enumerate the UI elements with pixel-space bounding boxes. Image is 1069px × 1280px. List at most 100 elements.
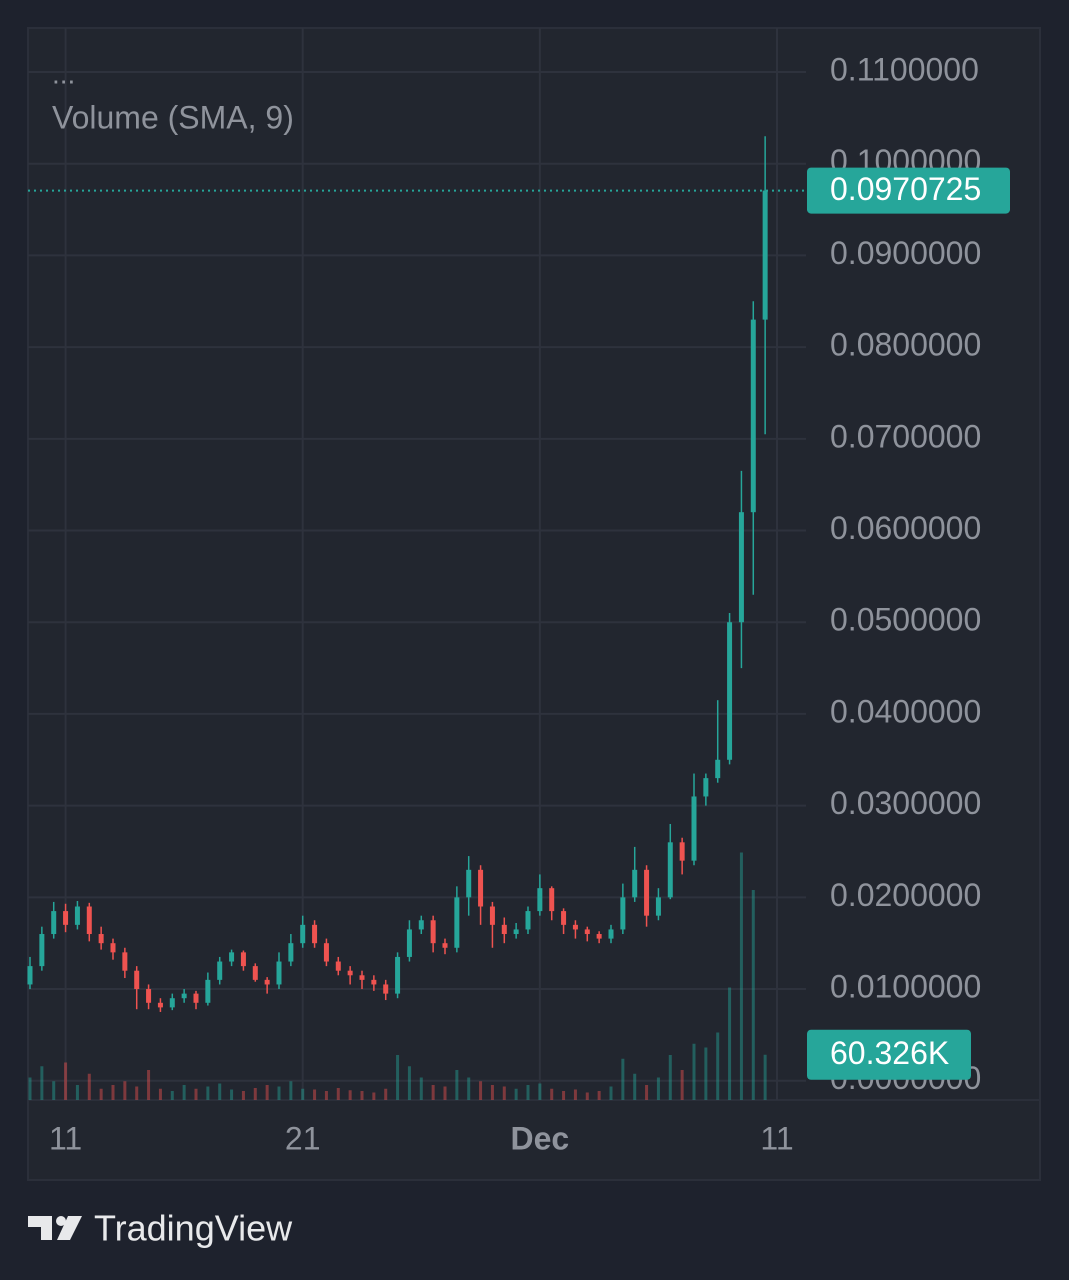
volume-bar <box>289 1081 293 1100</box>
candle-body <box>276 961 282 985</box>
y-tick-label: 0.0300000 <box>830 785 981 821</box>
volume-badge <box>807 1029 971 1080</box>
volume-bar <box>573 1089 577 1100</box>
candle-body <box>146 989 152 1003</box>
price-badge <box>807 167 1010 214</box>
volume-bar <box>633 1073 637 1100</box>
volume-bar <box>40 1066 44 1100</box>
legend-more[interactable]: ... <box>52 58 75 89</box>
candle-body <box>406 929 412 957</box>
brand-text: TradingView <box>94 1208 293 1249</box>
candle-body <box>561 911 567 925</box>
candle-body <box>703 778 709 797</box>
candle-body <box>157 1002 163 1008</box>
volume-bar <box>75 1085 79 1100</box>
volume-bar <box>490 1085 494 1100</box>
volume-bar <box>550 1088 554 1100</box>
candle-body <box>762 190 768 320</box>
volume-bar <box>218 1083 222 1100</box>
chart-panel <box>27 27 1041 1181</box>
candle-body <box>572 924 578 930</box>
volume-bar <box>645 1085 649 1100</box>
volume-bar <box>87 1073 91 1100</box>
y-tick-label: 0.0600000 <box>830 510 981 546</box>
y-tick-label: 0.0500000 <box>830 602 981 638</box>
volume-bar <box>407 1066 411 1100</box>
y-tick-label: 0.0700000 <box>830 418 981 454</box>
candle-body <box>750 319 756 513</box>
candle-body <box>181 993 187 999</box>
volume-bar <box>206 1086 210 1100</box>
candle-body <box>288 943 294 962</box>
candle-body <box>478 869 484 907</box>
candle-body <box>240 952 246 967</box>
volume-bar <box>230 1089 234 1100</box>
volume-bar <box>99 1088 103 1100</box>
candle-body <box>691 796 697 861</box>
volume-bar <box>324 1091 328 1100</box>
y-tick-label: 0.0800000 <box>830 327 981 363</box>
candle-body <box>632 869 638 898</box>
volume-bar <box>585 1092 589 1100</box>
volume-bar <box>455 1070 459 1100</box>
candle-body <box>63 911 69 925</box>
candle-body <box>27 966 33 985</box>
logo-shape <box>28 1216 52 1240</box>
volume-bar <box>419 1077 423 1100</box>
volume-bar <box>28 1077 32 1100</box>
volume-bar <box>147 1070 151 1100</box>
candle-body <box>466 869 472 898</box>
candle-body <box>39 934 45 967</box>
x-tick-label: 21 <box>285 1120 321 1156</box>
volume-bar <box>431 1085 435 1100</box>
volume-bar <box>194 1088 198 1100</box>
volume-bar <box>111 1085 115 1100</box>
volume-bars <box>28 852 767 1100</box>
candle-body <box>383 984 389 994</box>
candle-body <box>122 952 128 971</box>
candle-body <box>454 897 460 948</box>
candle-body <box>335 961 341 971</box>
candles <box>27 136 768 1012</box>
volume-bar <box>562 1091 566 1100</box>
candle-body <box>74 906 80 925</box>
logo-shape <box>56 1216 66 1226</box>
volume-bar <box>609 1086 613 1100</box>
volume-bar <box>384 1088 388 1100</box>
volume-bar <box>502 1086 506 1100</box>
candle-body <box>217 961 223 980</box>
candle-body <box>51 911 57 935</box>
candle-body <box>584 929 590 935</box>
volume-bar <box>443 1086 447 1100</box>
candle-body <box>312 924 318 944</box>
x-tick-label: 11 <box>49 1120 82 1156</box>
volume-bar <box>348 1090 352 1100</box>
price-badge-label: 0.0970725 <box>830 171 981 207</box>
volume-bar <box>313 1089 317 1100</box>
volume-bar <box>52 1081 56 1100</box>
volume-bar <box>64 1062 68 1100</box>
y-tick-label: 0.0100000 <box>830 968 981 1004</box>
volume-bar <box>680 1070 684 1100</box>
candle-body <box>655 897 661 916</box>
volume-bar <box>277 1086 281 1100</box>
candle-body <box>169 998 175 1008</box>
candle-body <box>264 979 270 985</box>
volume-bar <box>241 1091 245 1100</box>
volume-bar <box>253 1088 257 1100</box>
volume-bar <box>479 1081 483 1100</box>
volume-bar <box>538 1083 542 1100</box>
candle-body <box>110 943 116 953</box>
y-tick-label: 0.0400000 <box>830 693 981 729</box>
volume-bar <box>182 1085 186 1100</box>
logo-shape <box>57 1216 82 1240</box>
candle-body <box>323 943 329 962</box>
volume-bar <box>123 1081 127 1100</box>
volume-bar <box>336 1088 340 1100</box>
candle-body <box>525 911 531 930</box>
volume-bar <box>739 852 743 1100</box>
x-tick-label: Dec <box>511 1120 570 1156</box>
y-tick-label: 0.1100000 <box>830 51 979 87</box>
